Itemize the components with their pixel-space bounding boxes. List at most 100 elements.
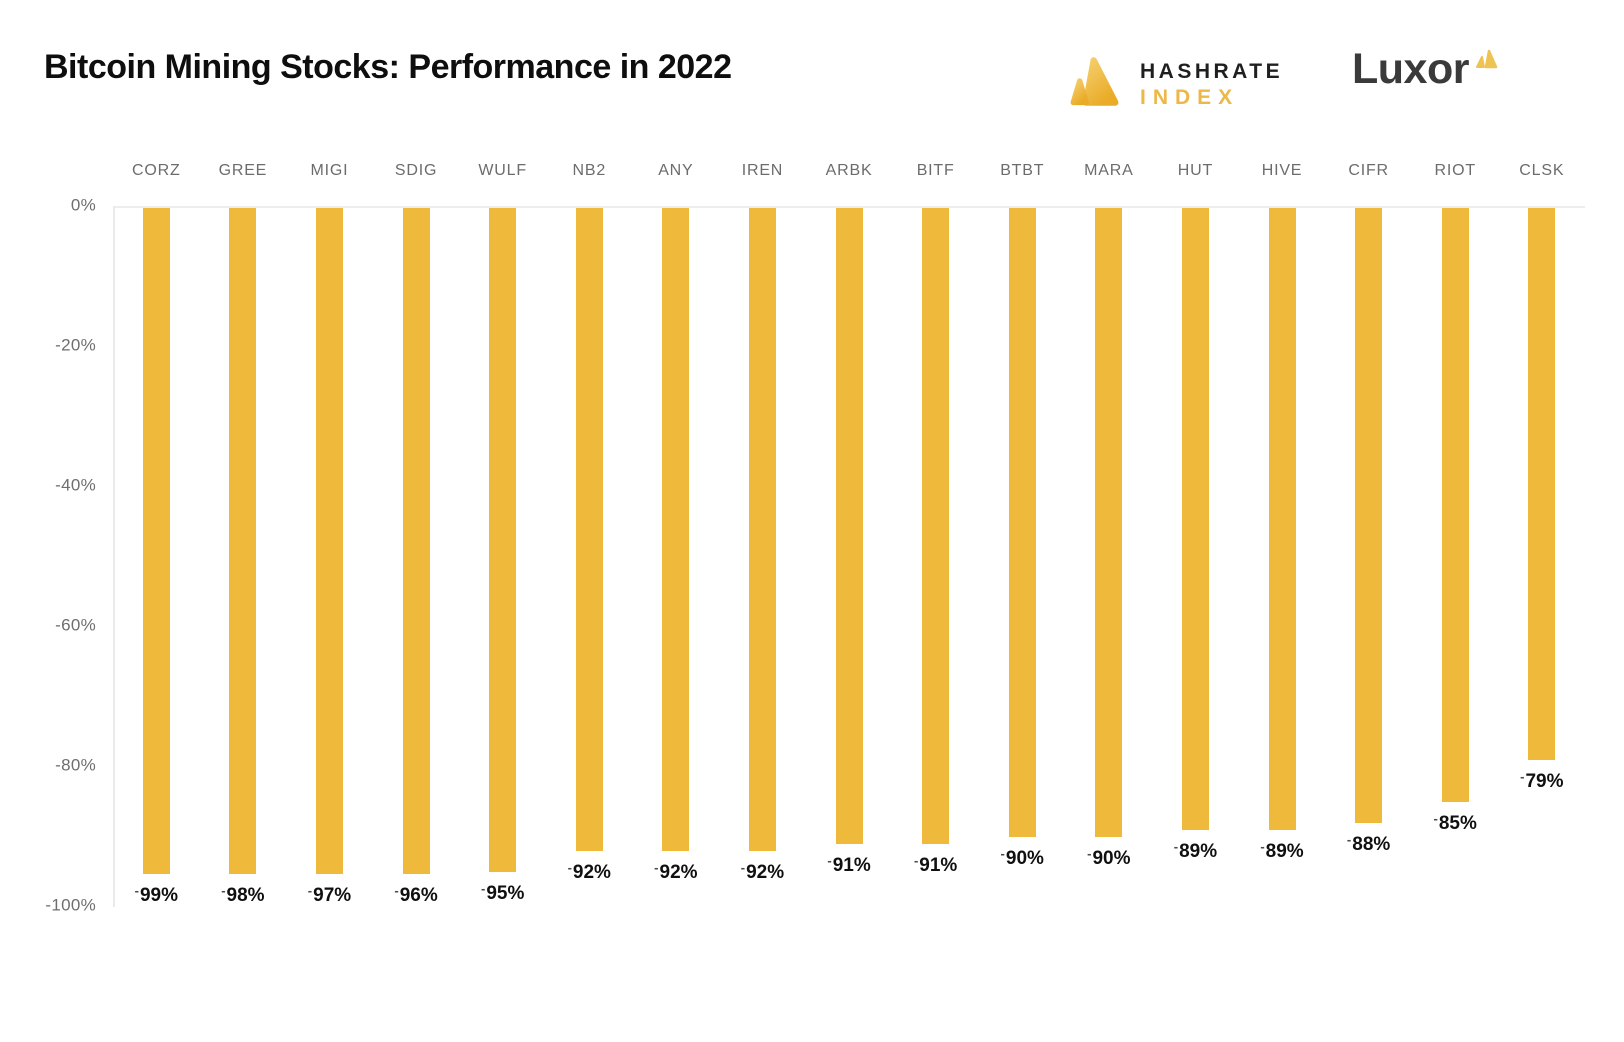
bar xyxy=(1095,207,1123,837)
minus-sign: - xyxy=(1433,811,1438,826)
category-label: ARBK xyxy=(825,162,873,179)
zero-gridline xyxy=(113,206,1585,208)
y-tick-label: -100% xyxy=(45,895,96,915)
value-label: -91% xyxy=(913,853,958,876)
value-label: -98% xyxy=(221,883,265,906)
value-label: -79% xyxy=(1520,769,1564,792)
bar-column: -85% xyxy=(1412,207,1499,907)
y-tick-label: 0% xyxy=(70,195,96,215)
value-label: -88% xyxy=(1346,832,1391,855)
bar-column: -90% xyxy=(979,207,1066,907)
value-label: -91% xyxy=(827,853,871,876)
bar-column: -92% xyxy=(546,207,633,907)
plot-area: -99% -98% -97% -96% -95% -92% -92% -92% -91% -91%… xyxy=(113,206,1585,907)
bar-column: -96% xyxy=(373,207,460,907)
bar-column: -97% xyxy=(286,207,373,907)
category-label: CORZ xyxy=(132,162,181,179)
minus-sign: - xyxy=(221,883,226,898)
category-label: BTBT xyxy=(1000,162,1045,179)
category-label: MARA xyxy=(1084,162,1134,179)
value-label: -89% xyxy=(1173,839,1218,862)
bar xyxy=(748,207,776,851)
value-label: -97% xyxy=(307,883,352,906)
luxor-wordmark: Luxor xyxy=(1352,45,1469,93)
minus-sign: - xyxy=(1173,839,1179,854)
bar-column: -92% xyxy=(719,207,806,907)
bar-column: -90% xyxy=(1066,207,1153,907)
category-label: BITF xyxy=(916,162,955,179)
bar-column: -98% xyxy=(200,207,287,907)
value-label: -90% xyxy=(1000,846,1044,869)
value-label: -92% xyxy=(567,860,611,883)
category-label: MIGI xyxy=(310,162,349,179)
hashrate-index-logo-text: HASHRATE INDEX xyxy=(1140,59,1283,110)
category-label: CIFR xyxy=(1348,162,1389,179)
minus-sign: - xyxy=(1087,846,1092,861)
minus-sign: - xyxy=(307,883,313,898)
value-label: -90% xyxy=(1087,846,1131,869)
value-label: -95% xyxy=(480,881,525,904)
bar xyxy=(1268,207,1296,830)
bar xyxy=(315,207,343,874)
hashrate-index-logo-icon xyxy=(1070,55,1126,114)
bar xyxy=(922,207,950,844)
bar-column: -88% xyxy=(1325,207,1412,907)
value-label: -89% xyxy=(1260,839,1304,862)
y-tick-label: -60% xyxy=(55,615,96,635)
category-label: WULF xyxy=(478,162,527,179)
value-label: -92% xyxy=(740,860,785,883)
y-tick-label: -80% xyxy=(55,755,96,775)
bar-column: -91% xyxy=(892,207,979,907)
bar xyxy=(1008,207,1036,837)
bar-column: -79% xyxy=(1499,207,1586,907)
category-label: ANY xyxy=(658,162,694,179)
minus-sign: - xyxy=(567,860,572,875)
bar xyxy=(662,207,690,851)
minus-sign: - xyxy=(827,853,832,868)
minus-sign: - xyxy=(134,883,139,898)
hashrate-wordmark: HASHRATE xyxy=(1140,59,1284,83)
bar xyxy=(1355,207,1383,823)
minus-sign: - xyxy=(1346,832,1352,847)
bar-column: -99% xyxy=(113,207,200,907)
y-tick-label: -40% xyxy=(55,475,96,495)
minus-sign: - xyxy=(1260,839,1265,854)
bar-chart: -99% -98% -97% -96% -95% -92% -92% -92% -91% -91%… xyxy=(113,207,1585,907)
category-label: RIOT xyxy=(1434,162,1476,179)
category-label: IREN xyxy=(741,162,784,179)
page-title: Bitcoin Mining Stocks: Performance in 20… xyxy=(44,48,732,86)
bar-column: -92% xyxy=(633,207,720,907)
bar-column: -89% xyxy=(1239,207,1326,907)
category-label: HUT xyxy=(1177,162,1214,179)
minus-sign: - xyxy=(1000,846,1005,861)
bar xyxy=(575,207,603,851)
category-axis: CORZ GREE MIGI SDIG WULF NB2 ANY IREN ARBK BITF BT… xyxy=(113,162,1585,180)
index-wordmark: INDEX xyxy=(1140,85,1240,109)
minus-sign: - xyxy=(1520,769,1525,784)
bar xyxy=(489,207,517,872)
value-label: -92% xyxy=(654,860,698,883)
luxor-logo-icon xyxy=(1475,48,1499,75)
minus-sign: - xyxy=(740,860,746,875)
y-axis-line xyxy=(113,207,115,907)
category-label: NB2 xyxy=(572,162,607,179)
bar xyxy=(1528,207,1556,760)
bar xyxy=(229,207,257,874)
category-label: HIVE xyxy=(1261,162,1303,179)
y-tick-label: -20% xyxy=(55,335,96,355)
bar-column: -89% xyxy=(1152,207,1239,907)
bar xyxy=(402,207,430,874)
bar-column: -95% xyxy=(459,207,546,907)
value-label: -85% xyxy=(1433,811,1477,834)
bar xyxy=(835,207,863,844)
bar xyxy=(1441,207,1469,802)
category-label: GREE xyxy=(218,162,268,179)
category-label: SDIG xyxy=(394,162,438,179)
value-label: -99% xyxy=(134,883,178,906)
bar xyxy=(1181,207,1209,830)
category-label: CLSK xyxy=(1519,162,1565,179)
minus-sign: - xyxy=(913,853,919,868)
luxor-logo: Luxor xyxy=(1352,45,1499,93)
bar xyxy=(142,207,170,874)
